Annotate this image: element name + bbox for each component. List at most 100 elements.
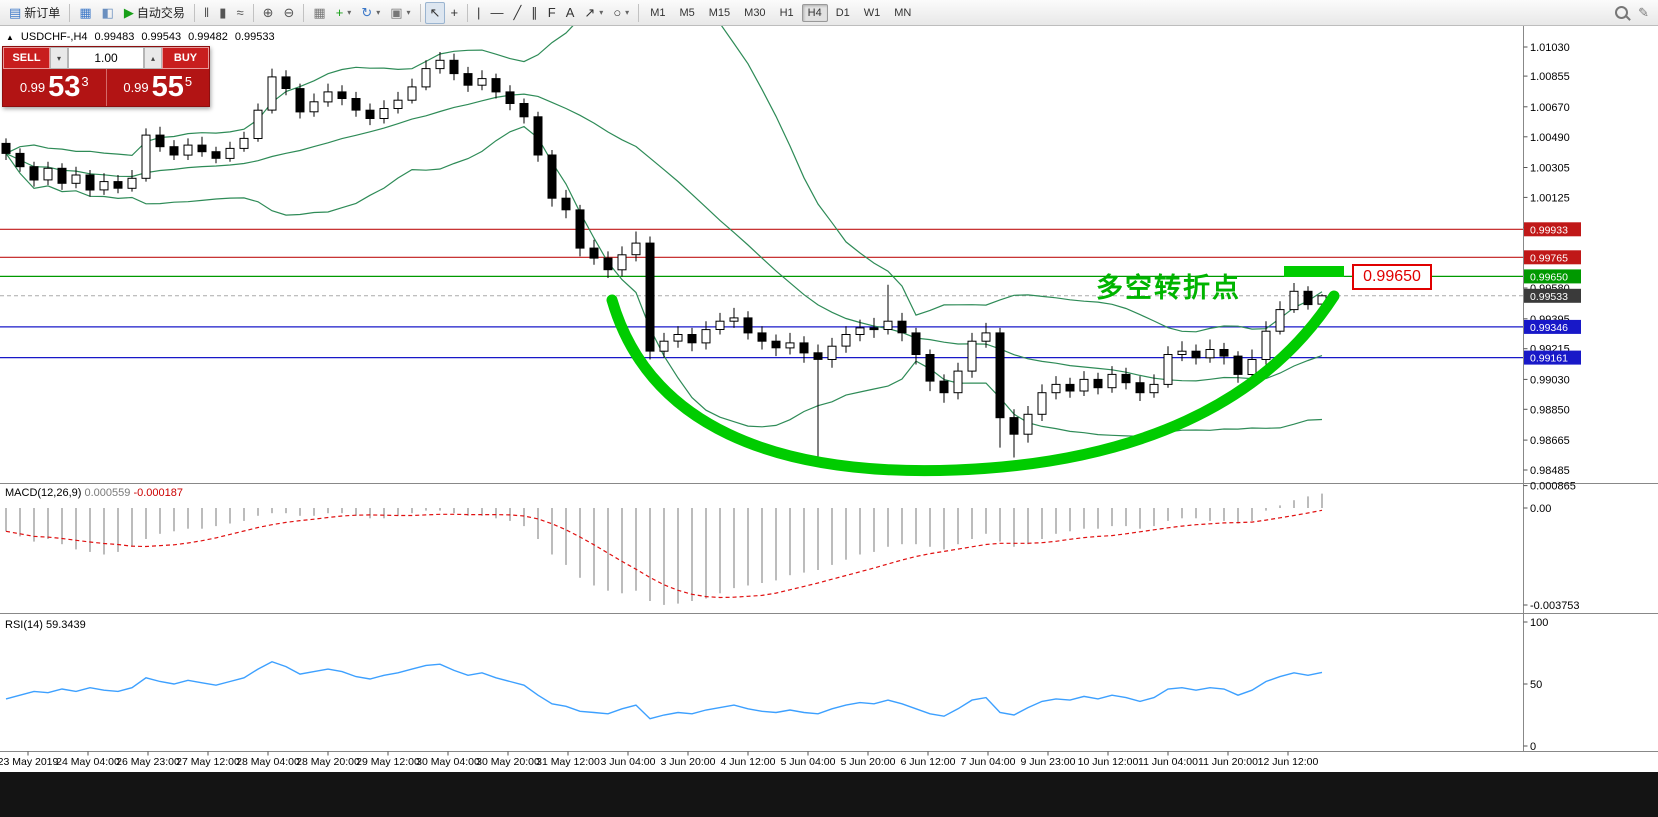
turning-point-annotation[interactable]: 多空转折点 — [1096, 273, 1241, 303]
svg-text:11 Jun 04:00: 11 Jun 04:00 — [1138, 756, 1198, 768]
bollinger-middle — [5, 93, 1323, 382]
chevron-down-icon: ▾ — [406, 8, 411, 17]
periods-button[interactable]: ↻ ▾ — [356, 2, 385, 24]
timeframe-m30[interactable]: M30 — [744, 6, 766, 19]
timeframe-h1[interactable]: H1 — [779, 6, 794, 19]
svg-text:30 May 04:00: 30 May 04:00 — [416, 756, 480, 768]
equidistant-channel-button[interactable]: ∥ — [526, 2, 543, 24]
toolbar-separator — [419, 3, 421, 22]
chart-windows-icon: ▦ — [79, 5, 92, 20]
buy-price[interactable]: 0.99 55 5 — [105, 69, 210, 106]
sell-price-main: 0.99 — [19, 80, 46, 95]
sell-button[interactable]: SELL — [3, 47, 50, 69]
text-label-icon: A — [565, 5, 575, 20]
chart-background — [0, 26, 1658, 772]
sell-price[interactable]: 0.99 53 3 — [3, 69, 106, 106]
level-marker-bar[interactable] — [1284, 266, 1344, 277]
rounding-bottom-arc — [606, 290, 1340, 477]
volume-up-button[interactable]: ▴ — [144, 47, 162, 69]
chart-windows-button[interactable]: ▦ — [74, 2, 96, 24]
tile-windows-button[interactable]: ▦ — [308, 2, 330, 24]
timeframe-d1[interactable]: D1 — [835, 6, 850, 19]
crosshair-button[interactable]: + — [445, 2, 463, 24]
buy-price-sup: 5 — [184, 74, 193, 89]
edit-icon: ✎ — [1638, 5, 1649, 20]
new-order-label: 新订单 — [24, 6, 61, 20]
chevron-down-icon: ▾ — [56, 53, 61, 63]
timeframe-mn[interactable]: MN — [894, 6, 912, 19]
zoom-in-button[interactable]: ⊕ — [258, 2, 279, 24]
edit-button[interactable]: ✎ — [1633, 2, 1654, 24]
templates-button[interactable]: ▣ ▾ — [385, 2, 415, 24]
bar-chart-icon: ‖ — [203, 5, 210, 20]
collapse-icon[interactable]: ▲ — [6, 32, 14, 42]
rsi-line — [5, 660, 1323, 720]
svg-text:1.01030: 1.01030 — [1530, 42, 1570, 54]
buy-price-main: 0.99 — [123, 80, 149, 95]
svg-text:28 May 04:00: 28 May 04:00 — [236, 756, 300, 768]
line-chart-icon: ≈ — [236, 5, 244, 20]
svg-text:10 Jun 12:00: 10 Jun 12:00 — [1078, 756, 1139, 768]
fibonacci-icon: F — [547, 5, 556, 20]
indicators-button[interactable]: + ▾ — [331, 2, 357, 24]
svg-text:4 Jun 12:00: 4 Jun 12:00 — [721, 756, 776, 768]
vertical-line-button[interactable]: | — [472, 2, 485, 24]
horizontal-line-button[interactable]: — — [485, 2, 508, 24]
toolbar: ▤ 新订单 ▦ ◧ ▶ 自动交易 ‖ ▮ ≈ ⊕ ⊖ ▦ + ▾ ↻ ▾ ▣ ▾ ↖ + | — ╱ ∥ F A ↗ ▾ ○ ▾ M1 M5 M… — [0, 0, 1658, 26]
svg-text:27 May 12:00: 27 May 12:00 — [176, 756, 240, 768]
svg-text:0.99030: 0.99030 — [1530, 374, 1570, 386]
svg-text:0.98665: 0.98665 — [1530, 435, 1570, 447]
macd-panel — [5, 493, 1323, 605]
timeframe-m15[interactable]: M15 — [708, 6, 731, 19]
timeframe-m1[interactable]: M1 — [650, 6, 666, 19]
svg-text:31 May 12:00: 31 May 12:00 — [536, 756, 600, 768]
shapes-button[interactable]: ○ ▾ — [608, 2, 634, 24]
autotrading-button[interactable]: ▶ 自动交易 — [119, 2, 190, 24]
ohlc-open: 0.99483 — [94, 31, 135, 43]
svg-text:3 Jun 04:00: 3 Jun 04:00 — [601, 756, 656, 768]
toolbar-separator — [252, 3, 254, 22]
autotrading-label: 自动交易 — [136, 6, 185, 20]
buy-button[interactable]: BUY — [162, 47, 209, 69]
volume-dropdown-button[interactable]: ▾ — [50, 47, 68, 69]
chevron-down-icon: ▾ — [599, 8, 604, 17]
timeframe-h4[interactable]: H4 — [801, 3, 828, 22]
macd-name: MACD(12,26,9) — [5, 487, 82, 499]
cursor-button[interactable]: ↖ — [424, 1, 446, 24]
chevron-down-icon: ▾ — [376, 8, 381, 17]
rsi-name: RSI(14) — [5, 619, 43, 631]
ohlc-close: 0.99533 — [234, 31, 275, 43]
text-label-button[interactable]: A — [561, 2, 580, 24]
svg-text:6 Jun 12:00: 6 Jun 12:00 — [901, 756, 956, 768]
macd-indicator-label: MACD(12,26,9) 0.000559 -0.000187 — [5, 487, 183, 499]
indicators-icon: + — [335, 5, 344, 20]
fibonacci-button[interactable]: F — [543, 2, 561, 24]
timeframe-m5[interactable]: M5 — [679, 6, 695, 19]
arrows-button[interactable]: ↗ ▾ — [579, 2, 608, 24]
toolbar-separator — [69, 3, 71, 22]
svg-text:50: 50 — [1530, 679, 1542, 691]
svg-text:23 May 2019: 23 May 2019 — [0, 756, 59, 768]
one-click-trading-panel: SELL ▾ 1.00 ▴ BUY 0.99 53 3 0.99 55 5 — [2, 46, 210, 107]
search-icon[interactable] — [1610, 2, 1633, 24]
candlestick-chart-button[interactable]: ▮ — [214, 2, 231, 24]
zoom-out-button[interactable]: ⊖ — [279, 2, 300, 24]
chevron-up-icon: ▴ — [150, 53, 155, 63]
volume-input[interactable]: 1.00 — [68, 47, 144, 69]
timeframe-w1[interactable]: W1 — [863, 6, 881, 19]
profiles-button[interactable]: ◧ — [97, 2, 119, 24]
bar-chart-button[interactable]: ‖ — [199, 2, 214, 24]
svg-text:28 May 20:00: 28 May 20:00 — [296, 756, 360, 768]
svg-text:7 Jun 04:00: 7 Jun 04:00 — [961, 756, 1016, 768]
svg-text:0.99533: 0.99533 — [1530, 291, 1568, 303]
zoom-out-icon: ⊖ — [283, 5, 295, 20]
price-callout[interactable]: 0.99650 — [1352, 264, 1432, 290]
svg-text:1.00855: 1.00855 — [1530, 71, 1570, 83]
svg-text:5 Jun 04:00: 5 Jun 04:00 — [781, 756, 836, 768]
line-chart-button[interactable]: ≈ — [231, 2, 248, 24]
magnifier-icon — [1615, 6, 1629, 19]
toolbar-separator — [638, 3, 640, 22]
trendline-button[interactable]: ╱ — [508, 2, 526, 24]
chart-canvas[interactable]: 1.010301.008551.006701.004901.003051.001… — [0, 26, 1658, 772]
new-order-button[interactable]: ▤ 新订单 — [4, 2, 65, 24]
